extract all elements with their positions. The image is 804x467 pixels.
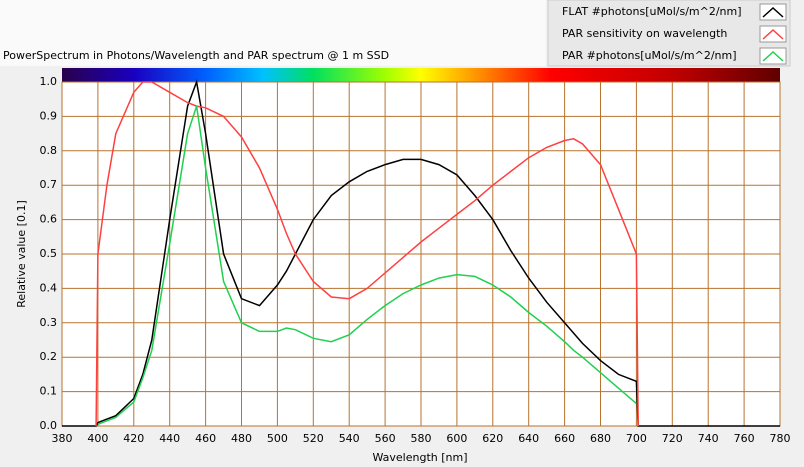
y-tick-label: 0.2	[40, 350, 58, 363]
y-tick-label: 0.0	[40, 419, 58, 432]
x-tick-label: 540	[339, 432, 360, 445]
series-line	[95, 81, 639, 427]
x-tick-label: 580	[411, 432, 432, 445]
x-tick-label: 600	[446, 432, 467, 445]
x-tick-label: 480	[231, 432, 252, 445]
y-tick-label: 0.4	[40, 281, 58, 294]
legend-label: PAR #photons[uMol/s/m^2/nm]	[562, 49, 737, 62]
y-tick-label: 0.9	[40, 109, 58, 122]
x-tick-label: 520	[303, 432, 324, 445]
x-tick-label: 640	[518, 432, 539, 445]
x-tick-label: 700	[626, 432, 647, 445]
y-tick-label: 0.5	[40, 247, 58, 260]
legend-label: FLAT #photons[uMol/s/m^2/nm]	[562, 5, 742, 18]
x-axis-label: Wavelength [nm]	[372, 451, 467, 464]
x-tick-label: 720	[662, 432, 683, 445]
x-tick-label: 560	[375, 432, 396, 445]
y-tick-label: 0.1	[40, 385, 58, 398]
y-tick-label: 0.3	[40, 316, 58, 329]
spectrum-bar	[62, 68, 780, 82]
x-tick-label: 620	[482, 432, 503, 445]
y-tick-label: 1.0	[40, 75, 58, 88]
y-axis-label: Relative value [0.1]	[15, 200, 28, 307]
x-tick-label: 380	[52, 432, 73, 445]
x-tick-label: 440	[159, 432, 180, 445]
x-tick-label: 420	[123, 432, 144, 445]
legend-swatch	[762, 6, 784, 18]
legend-swatch	[762, 28, 784, 40]
x-tick-label: 500	[267, 432, 288, 445]
legend-swatch-box	[759, 47, 787, 65]
y-tick-label: 0.7	[40, 178, 58, 191]
x-tick-label: 660	[554, 432, 575, 445]
x-tick-label: 680	[590, 432, 611, 445]
legend-swatch	[762, 50, 784, 62]
legend-swatch-box	[759, 3, 787, 21]
legend-swatch-box	[759, 25, 787, 43]
legend-label: PAR sensitivity on wavelength	[562, 27, 727, 40]
y-tick-label: 0.8	[40, 144, 58, 157]
x-tick-label: 400	[87, 432, 108, 445]
x-tick-label: 740	[698, 432, 719, 445]
legend	[547, 0, 791, 67]
x-tick-label: 760	[734, 432, 755, 445]
y-tick-label: 0.6	[40, 213, 58, 226]
chart-title: PowerSpectrum in Photons/Wavelength and …	[3, 49, 389, 62]
title-area	[0, 0, 546, 66]
x-tick-label: 780	[770, 432, 791, 445]
x-tick-label: 460	[195, 432, 216, 445]
series-line	[62, 79, 780, 427]
series-line	[97, 105, 637, 425]
